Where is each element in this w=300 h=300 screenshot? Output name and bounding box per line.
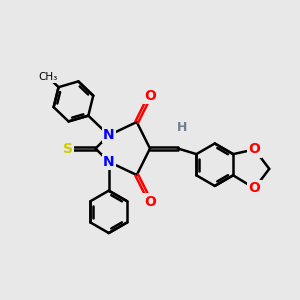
Text: N: N (103, 128, 115, 142)
Text: O: O (144, 88, 156, 103)
Text: CH₃: CH₃ (38, 72, 58, 82)
Text: O: O (249, 142, 260, 156)
Text: S: S (63, 142, 73, 155)
Text: H: H (177, 122, 188, 134)
Text: N: N (103, 155, 115, 169)
Text: O: O (249, 181, 260, 195)
Text: O: O (144, 194, 156, 208)
